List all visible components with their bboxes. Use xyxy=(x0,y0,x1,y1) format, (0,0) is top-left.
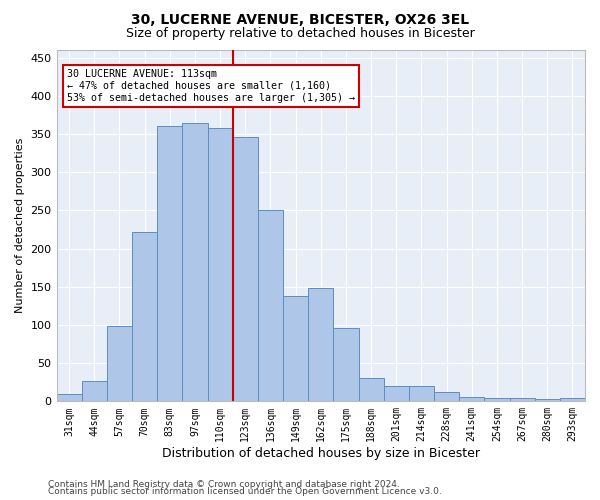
X-axis label: Distribution of detached houses by size in Bicester: Distribution of detached houses by size … xyxy=(162,447,480,460)
Y-axis label: Number of detached properties: Number of detached properties xyxy=(15,138,25,314)
Text: Contains HM Land Registry data © Crown copyright and database right 2024.: Contains HM Land Registry data © Crown c… xyxy=(48,480,400,489)
Bar xyxy=(509,398,535,402)
Text: Size of property relative to detached houses in Bicester: Size of property relative to detached ho… xyxy=(125,28,475,40)
Bar xyxy=(359,378,383,402)
Bar xyxy=(56,394,82,402)
Bar xyxy=(258,210,283,402)
Bar xyxy=(283,296,308,402)
Bar xyxy=(157,126,182,402)
Bar xyxy=(208,128,233,402)
Bar xyxy=(107,326,132,402)
Text: 30, LUCERNE AVENUE, BICESTER, OX26 3EL: 30, LUCERNE AVENUE, BICESTER, OX26 3EL xyxy=(131,12,469,26)
Bar xyxy=(434,392,459,402)
Bar xyxy=(383,386,409,402)
Bar xyxy=(484,398,509,402)
Text: Contains public sector information licensed under the Open Government Licence v3: Contains public sector information licen… xyxy=(48,487,442,496)
Bar xyxy=(560,398,585,402)
Bar xyxy=(334,328,359,402)
Bar xyxy=(535,399,560,402)
Text: 30 LUCERNE AVENUE: 113sqm
← 47% of detached houses are smaller (1,160)
53% of se: 30 LUCERNE AVENUE: 113sqm ← 47% of detac… xyxy=(67,70,355,102)
Bar xyxy=(409,386,434,402)
Bar xyxy=(182,122,208,402)
Bar xyxy=(233,137,258,402)
Bar xyxy=(132,232,157,402)
Bar xyxy=(82,382,107,402)
Bar xyxy=(308,288,334,402)
Bar xyxy=(459,397,484,402)
